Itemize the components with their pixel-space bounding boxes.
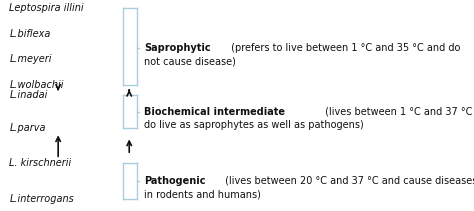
Text: Biochemical intermediate: Biochemical intermediate [144, 107, 285, 117]
Text: L.biflexa: L.biflexa [9, 29, 51, 39]
Text: Saprophytic: Saprophytic [144, 43, 211, 53]
Text: in rodents and humans): in rodents and humans) [144, 189, 261, 199]
Text: Leptospira illini: Leptospira illini [9, 3, 84, 13]
Text: L. kirschnerii: L. kirschnerii [9, 158, 72, 168]
Text: not cause disease): not cause disease) [144, 56, 236, 66]
Text: do live as saprophytes as well as pathogens): do live as saprophytes as well as pathog… [144, 120, 364, 130]
Text: (lives between 1 °C and 37 °C and: (lives between 1 °C and 37 °C and [322, 107, 474, 117]
Text: L.parva: L.parva [9, 123, 46, 133]
Text: (lives between 20 °C and 37 °C and cause diseases: (lives between 20 °C and 37 °C and cause… [222, 176, 474, 186]
Text: Pathogenic: Pathogenic [144, 176, 206, 186]
Text: L.meyeri: L.meyeri [9, 54, 52, 64]
Text: L.interrogans: L.interrogans [9, 193, 74, 204]
Text: L.wolbachii: L.wolbachii [9, 80, 64, 90]
Text: L.inadai: L.inadai [9, 90, 48, 100]
Text: (prefers to live between 1 °C and 35 °C and do: (prefers to live between 1 °C and 35 °C … [228, 43, 461, 53]
